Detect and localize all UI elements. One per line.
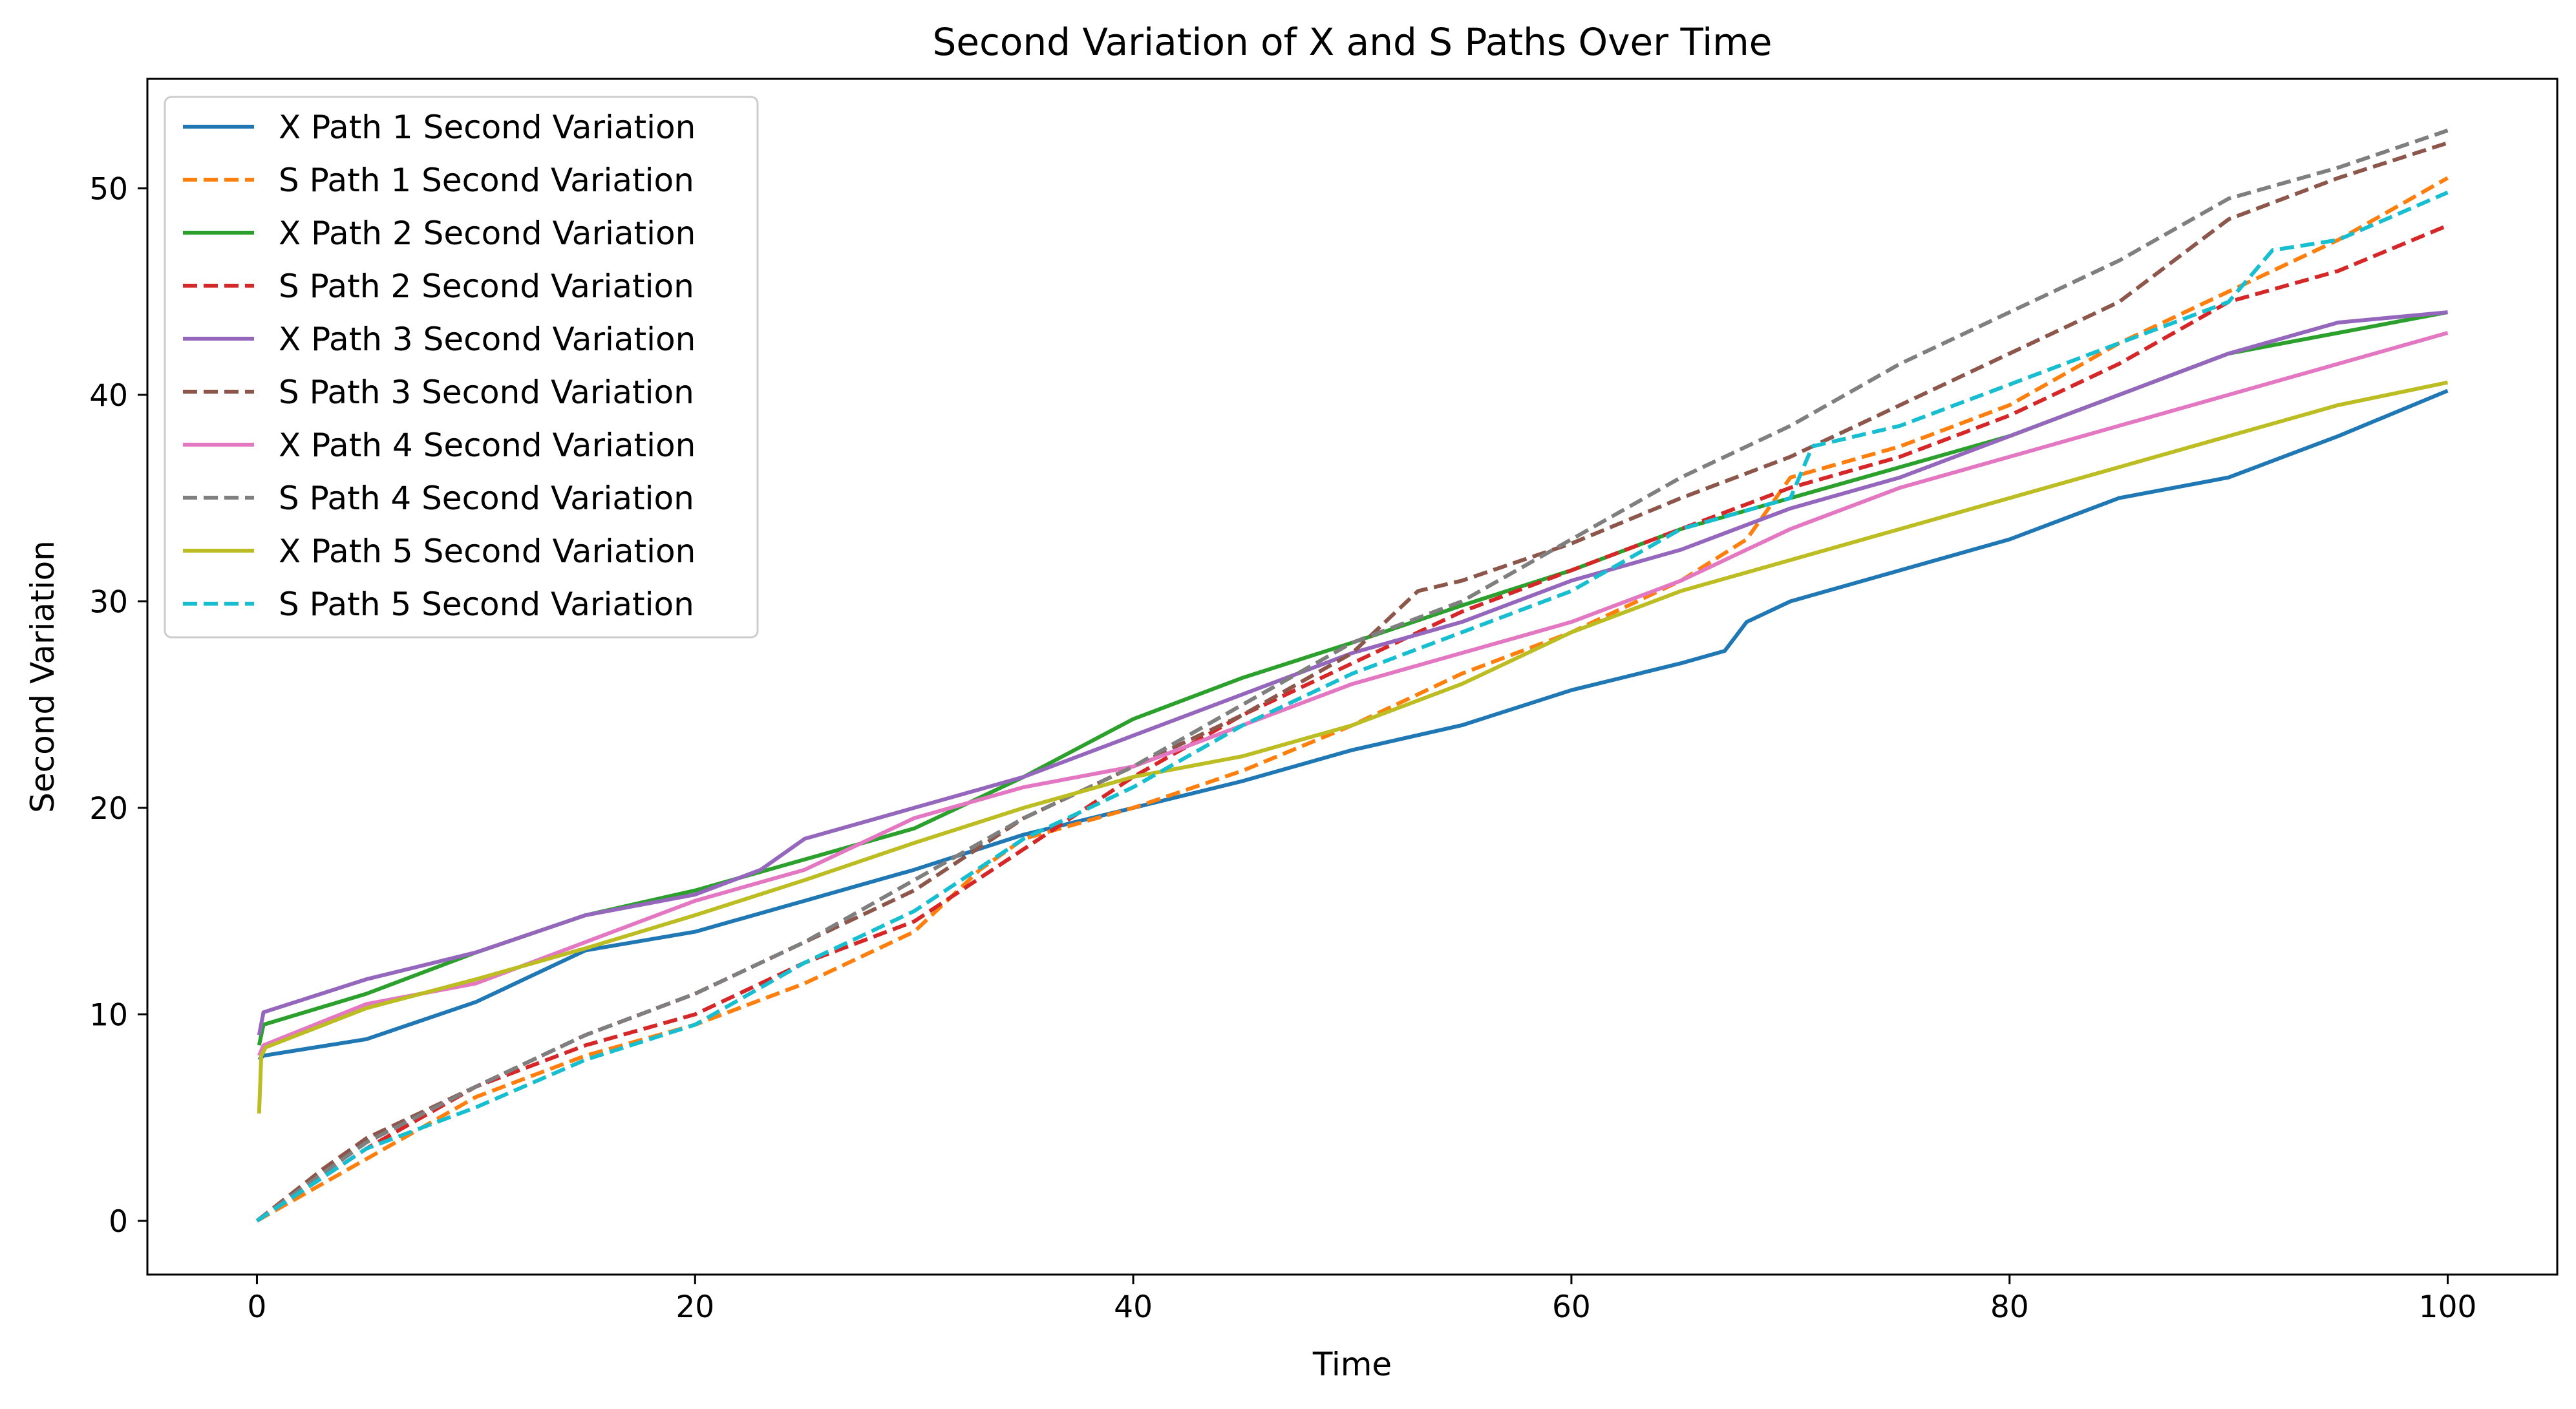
series-line-5 (257, 310, 2448, 1035)
x-tick-label: 80 (1990, 1289, 2029, 1325)
y-tick-label: 30 (89, 584, 128, 620)
x-axis-label: Time (1312, 1346, 1392, 1383)
y-tick-label: 20 (89, 791, 128, 827)
legend-label: X Path 3 Second Variation (279, 321, 696, 358)
series-line-9 (257, 380, 2449, 1114)
series-line-4 (255, 224, 2449, 1223)
x-tick-label: 0 (248, 1289, 267, 1325)
legend-label: S Path 5 Second Variation (279, 586, 694, 623)
legend-label: X Path 5 Second Variation (279, 533, 696, 570)
legend-label: X Path 2 Second Variation (279, 215, 696, 252)
x-tick-label: 20 (676, 1289, 714, 1325)
y-axis: 0 10 20 30 40 50 (89, 171, 147, 1240)
legend-label: S Path 1 Second Variation (279, 162, 694, 199)
series-line-10 (255, 190, 2449, 1223)
legend-frame (164, 96, 759, 639)
series-layer (255, 129, 2449, 1223)
x-tick-label: 40 (1114, 1289, 1153, 1325)
legend-label: X Path 1 Second Variation (279, 109, 696, 146)
y-tick-label: 40 (89, 378, 128, 414)
y-tick-label: 50 (89, 171, 128, 207)
x-tick-label: 100 (2419, 1289, 2477, 1325)
series-line-1 (257, 388, 2449, 1061)
legend-label: S Path 2 Second Variation (279, 268, 694, 305)
plot-area-frame (146, 78, 2559, 1276)
legend-label: X Path 4 Second Variation (279, 427, 696, 464)
x-tick-label: 60 (1552, 1289, 1591, 1325)
legend-label: S Path 3 Second Variation (279, 374, 694, 411)
series-line-8 (255, 129, 2449, 1223)
y-tick-label: 10 (89, 997, 128, 1033)
chart-title: Second Variation of X and S Paths Over T… (933, 20, 1772, 64)
y-tick-label: 0 (109, 1204, 128, 1240)
x-axis: 0 20 40 60 80 100 (248, 1275, 2477, 1325)
y-axis-label: Second Variation (24, 540, 61, 813)
legend: X Path 1 Second Variation S Path 1 Second… (164, 96, 759, 639)
legend-label: S Path 4 Second Variation (279, 480, 694, 517)
